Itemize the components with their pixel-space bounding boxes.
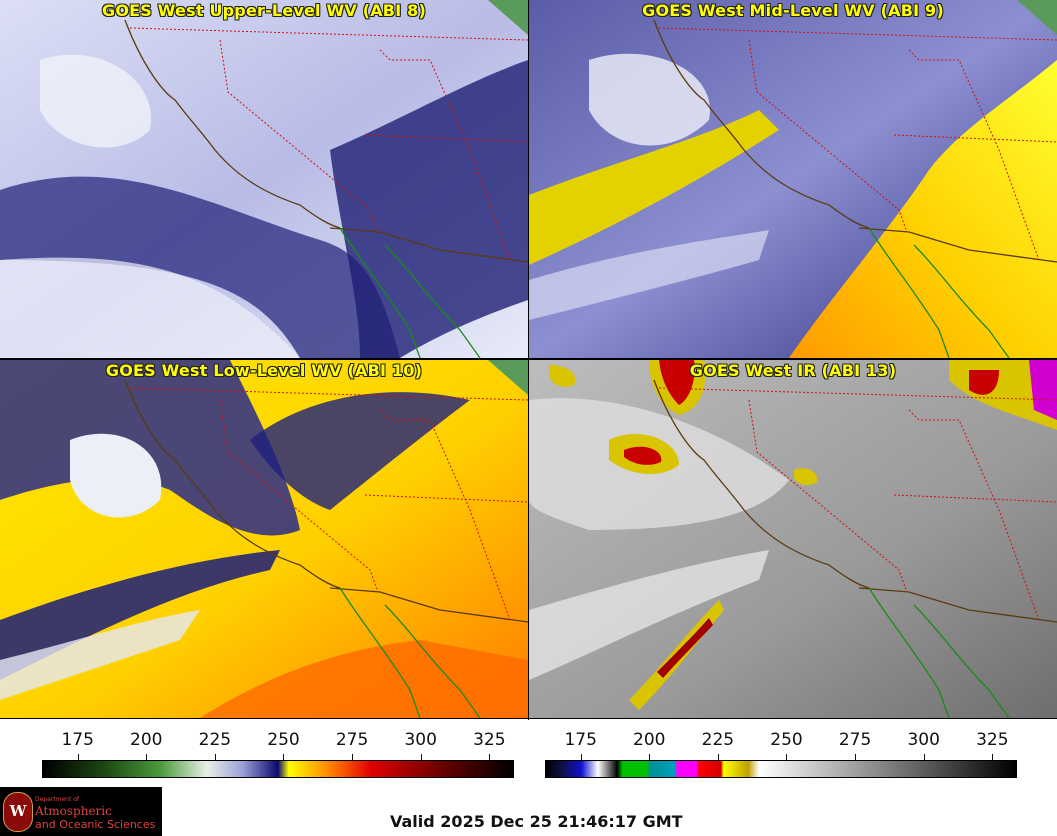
logo-department-text: Department of xyxy=(35,796,79,803)
wv-colorbar: 175 200 225 250 275 300 325 xyxy=(42,720,514,782)
mid-level-wv-panel: GOES West Mid-Level WV (ABI 9) xyxy=(529,0,1057,358)
ir-title: GOES West IR (ABI 13) xyxy=(689,361,897,380)
ir-tick-label: 225 xyxy=(701,730,735,750)
ir-tick-label: 325 xyxy=(976,730,1009,750)
ir-image xyxy=(529,360,1057,718)
wv-tick-label: 275 xyxy=(335,730,369,750)
wv-tick-mark xyxy=(214,754,216,760)
ir-tick-mark xyxy=(786,754,788,760)
ir-tick-mark xyxy=(923,754,925,760)
wv-tick-label: 175 xyxy=(61,730,94,750)
mid-level-wv-title: GOES West Mid-Level WV (ABI 9) xyxy=(642,1,944,20)
ir-panel: GOES West IR (ABI 13) xyxy=(529,360,1057,718)
aos-logo: W Department of Atmospheric and Oceanic … xyxy=(0,787,162,836)
wv-tick-mark xyxy=(146,754,148,760)
wv-tick-mark xyxy=(420,754,422,760)
ir-colorbar-gradient xyxy=(545,760,1017,778)
wv-tick-mark xyxy=(77,754,79,760)
upper-level-wv-image xyxy=(0,0,528,358)
ir-tick-mark xyxy=(649,754,651,760)
panel-divider-horizontal xyxy=(0,358,1057,360)
upper-level-wv-title: GOES West Upper-Level WV (ABI 8) xyxy=(102,1,426,20)
wv-tick-label: 250 xyxy=(267,730,300,750)
logo-line-1: Atmospheric xyxy=(35,804,112,818)
ir-tick-mark xyxy=(855,754,857,760)
ir-tick-mark xyxy=(717,754,719,760)
wv-tick-mark xyxy=(489,754,491,760)
ir-tick-label: 175 xyxy=(564,730,597,750)
wv-tick-label: 225 xyxy=(198,730,232,750)
wv-colorbar-gradient xyxy=(42,760,514,778)
low-level-wv-title: GOES West Low-Level WV (ABI 10) xyxy=(105,361,423,380)
upper-level-wv-panel: GOES West Upper-Level WV (ABI 8) xyxy=(0,0,528,358)
logo-line-2: and Oceanic Sciences xyxy=(35,818,156,831)
ir-colorbar: 175 200 225 250 275 300 325 xyxy=(545,720,1017,782)
wv-tick-label: 325 xyxy=(473,730,506,750)
panel-bottom-border xyxy=(0,718,1057,719)
ir-tick-label: 300 xyxy=(907,730,940,750)
ir-tick-mark xyxy=(992,754,994,760)
wv-tick-label: 300 xyxy=(404,730,437,750)
low-level-wv-image xyxy=(0,360,528,718)
uw-crest-icon: W xyxy=(3,792,33,832)
ir-tick-mark xyxy=(580,754,582,760)
valid-time: Valid 2025 Dec 25 21:46:17 GMT xyxy=(390,812,683,831)
wv-tick-label: 200 xyxy=(130,730,163,750)
wv-tick-mark xyxy=(352,754,354,760)
mid-level-wv-image xyxy=(529,0,1057,358)
ir-tick-label: 275 xyxy=(838,730,872,750)
ir-tick-label: 250 xyxy=(770,730,803,750)
ir-tick-label: 200 xyxy=(633,730,666,750)
panel-divider-vertical xyxy=(528,0,529,720)
low-level-wv-panel: GOES West Low-Level WV (ABI 10) xyxy=(0,360,528,718)
wv-tick-mark xyxy=(283,754,285,760)
